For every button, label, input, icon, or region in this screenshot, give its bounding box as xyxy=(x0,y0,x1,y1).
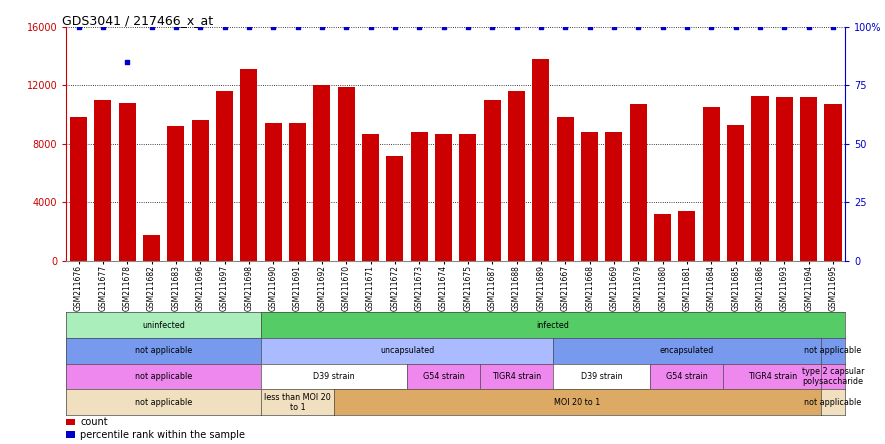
Point xyxy=(96,23,110,30)
Bar xyxy=(387,155,404,261)
Text: D39 strain: D39 strain xyxy=(581,372,623,381)
Point xyxy=(534,23,548,30)
Text: not applicable: not applicable xyxy=(804,398,862,407)
Point xyxy=(826,23,840,30)
Bar xyxy=(289,123,306,261)
Bar xyxy=(338,87,355,261)
Point xyxy=(120,58,135,65)
Point xyxy=(339,23,353,30)
Bar xyxy=(435,134,452,261)
Bar xyxy=(727,125,744,261)
Point xyxy=(485,23,499,30)
Bar xyxy=(581,132,598,261)
Bar xyxy=(192,120,209,261)
Bar xyxy=(362,134,379,261)
Bar xyxy=(241,69,258,261)
Point xyxy=(656,23,670,30)
Point xyxy=(290,23,304,30)
Text: MOI 20 to 1: MOI 20 to 1 xyxy=(554,398,601,407)
Text: infection: infection xyxy=(69,321,108,329)
Point xyxy=(607,23,621,30)
Bar xyxy=(265,123,281,261)
Text: less than MOI 20
to 1: less than MOI 20 to 1 xyxy=(265,392,331,412)
Point xyxy=(631,23,645,30)
Point xyxy=(728,23,743,30)
Point xyxy=(412,23,427,30)
Bar xyxy=(776,97,793,261)
Point xyxy=(680,23,694,30)
Bar xyxy=(459,134,476,261)
Text: G54 strain: G54 strain xyxy=(666,372,708,381)
Bar xyxy=(411,132,427,261)
Text: not applicable: not applicable xyxy=(804,346,862,355)
Text: GDS3041 / 217466_x_at: GDS3041 / 217466_x_at xyxy=(63,14,213,27)
Bar xyxy=(508,91,525,261)
Point xyxy=(315,23,329,30)
Bar xyxy=(66,431,75,438)
Bar xyxy=(95,100,112,261)
Bar xyxy=(313,85,330,261)
Point xyxy=(242,23,256,30)
Text: agent: agent xyxy=(69,372,95,381)
Point xyxy=(169,23,183,30)
Point xyxy=(510,23,524,30)
Point xyxy=(802,23,816,30)
Bar xyxy=(143,235,160,261)
Bar xyxy=(605,132,622,261)
Text: G54 strain: G54 strain xyxy=(423,372,465,381)
Point xyxy=(72,23,86,30)
Bar xyxy=(751,95,768,261)
Bar xyxy=(484,100,501,261)
Text: uninfected: uninfected xyxy=(142,321,185,329)
Text: TIGR4 strain: TIGR4 strain xyxy=(748,372,796,381)
Text: D39 strain: D39 strain xyxy=(313,372,355,381)
Bar xyxy=(800,97,817,261)
Text: count: count xyxy=(80,417,108,427)
Point xyxy=(144,23,158,30)
Text: uncapsulated: uncapsulated xyxy=(380,346,435,355)
Point xyxy=(218,23,232,30)
Point xyxy=(558,23,573,30)
Bar xyxy=(70,118,87,261)
Bar xyxy=(119,103,135,261)
Point xyxy=(266,23,281,30)
Bar xyxy=(66,419,75,425)
Bar xyxy=(679,211,696,261)
Point xyxy=(193,23,207,30)
Point xyxy=(777,23,791,30)
Bar xyxy=(216,91,233,261)
Point xyxy=(753,23,767,30)
Text: TIGR4 strain: TIGR4 strain xyxy=(492,372,542,381)
Point xyxy=(704,23,719,30)
Point xyxy=(461,23,475,30)
Text: dose: dose xyxy=(69,398,90,407)
Bar xyxy=(630,104,647,261)
Text: percentile rank within the sample: percentile rank within the sample xyxy=(80,430,245,440)
Text: not applicable: not applicable xyxy=(135,372,192,381)
Text: not applicable: not applicable xyxy=(135,346,192,355)
Point xyxy=(364,23,378,30)
Point xyxy=(388,23,402,30)
Point xyxy=(436,23,450,30)
Bar xyxy=(533,59,550,261)
Bar xyxy=(825,104,842,261)
Text: infected: infected xyxy=(536,321,570,329)
Bar xyxy=(703,107,720,261)
Bar xyxy=(557,118,573,261)
Bar xyxy=(167,126,184,261)
Point xyxy=(582,23,596,30)
Text: cell type: cell type xyxy=(69,346,108,355)
Text: type 2 capsular
polysaccharide: type 2 capsular polysaccharide xyxy=(802,367,865,386)
Text: encapsulated: encapsulated xyxy=(660,346,714,355)
Bar xyxy=(654,214,671,261)
Text: not applicable: not applicable xyxy=(135,398,192,407)
